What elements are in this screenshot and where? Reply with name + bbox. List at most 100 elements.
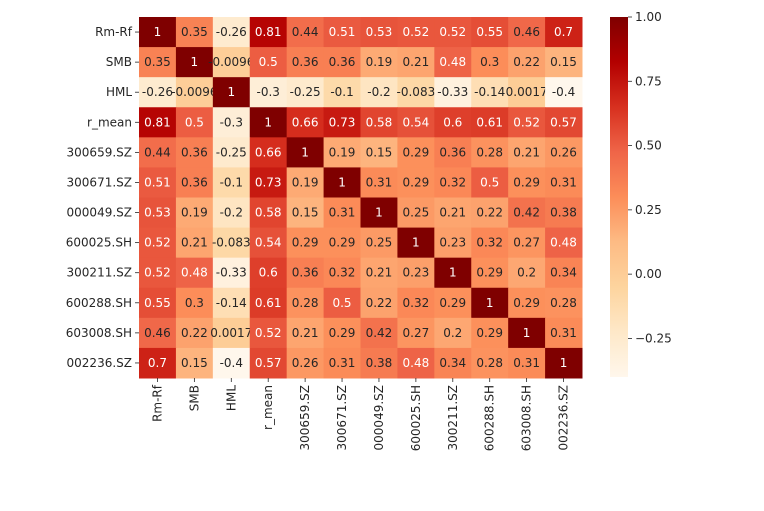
heatmap-cell <box>397 287 435 319</box>
heatmap-cell <box>397 197 435 229</box>
colorbar-gradient <box>610 17 628 377</box>
cell-value-label: 1 <box>154 25 162 39</box>
cell-value-label: 0.7 <box>148 356 167 370</box>
heatmap-cell <box>249 347 288 379</box>
heatmap-cell <box>175 227 214 259</box>
heatmap-cell <box>508 317 546 349</box>
y-tick-label: Rm-Rf <box>95 25 133 39</box>
cell-value-label: 0.48 <box>403 356 430 370</box>
cell-value-label: 0.5 <box>332 296 351 310</box>
heatmap-cell <box>249 77 288 108</box>
heatmap-cell <box>508 347 546 379</box>
heatmap-cell <box>286 227 325 259</box>
cell-value-label: 0.46 <box>513 25 540 39</box>
colorbar-tick-label: 0.00 <box>635 267 662 281</box>
heatmap-cell <box>508 167 546 198</box>
heatmap-cell <box>249 107 288 138</box>
cell-value-label: 0.61 <box>255 296 282 310</box>
cell-value-label: 0.36 <box>439 145 466 159</box>
cell-value-label: 0.54 <box>255 236 282 250</box>
cell-value-label: 0.52 <box>403 25 430 39</box>
cell-value-label: 0.58 <box>255 206 282 220</box>
cell-value-label: 0.53 <box>366 25 393 39</box>
colorbar-tick-label: 0.75 <box>635 74 662 88</box>
cell-value-label: -0.14 <box>474 85 505 99</box>
cell-value-label: -0.26 <box>216 25 247 39</box>
cell-value-label: 1 <box>449 266 457 280</box>
cell-value-label: -0.26 <box>142 85 173 99</box>
cell-value-label: 0.42 <box>513 206 540 220</box>
heatmap-cell <box>360 347 398 379</box>
y-tick-label: 600288.SH <box>66 296 132 310</box>
heatmap-cell <box>212 317 251 349</box>
cell-value-label: 0.29 <box>403 175 430 189</box>
heatmap-cell <box>249 137 288 168</box>
heatmap-cell <box>139 197 177 229</box>
y-tick-label: 002236.SZ <box>67 356 132 370</box>
colorbar-tick-label: 0.50 <box>635 139 662 153</box>
heatmap-cell <box>249 47 288 78</box>
y-tick-label: HML <box>106 85 132 99</box>
heatmap-cell <box>286 137 325 168</box>
heatmap-cell <box>508 287 546 319</box>
heatmap-cell <box>286 17 325 48</box>
y-tick-label: 300659.SZ <box>67 145 132 159</box>
heatmap-cell <box>397 167 435 198</box>
cell-value-label: 0.55 <box>476 25 503 39</box>
cell-value-label: -0.0096 <box>208 55 254 69</box>
cell-value-label: 0.29 <box>476 326 503 340</box>
cell-value-label: 0.29 <box>476 266 503 280</box>
heatmap-cell <box>286 107 325 138</box>
heatmap-cell <box>139 257 177 289</box>
heatmap-cell <box>286 347 325 379</box>
heatmap-cell <box>139 107 177 138</box>
heatmap-cell <box>323 167 361 198</box>
heatmap-cell <box>508 137 546 168</box>
cell-value-label: 0.73 <box>255 175 282 189</box>
heatmap-cell <box>139 17 177 48</box>
heatmap-cell <box>434 47 472 78</box>
y-tick-label: SMB <box>106 55 132 69</box>
heatmap-cell <box>471 77 509 108</box>
heatmap-cell <box>139 47 177 78</box>
cell-value-label: 0.27 <box>403 326 430 340</box>
heatmap-cell <box>212 47 251 78</box>
cell-value-label: 0.44 <box>292 25 319 39</box>
heatmap-cell <box>397 47 435 78</box>
x-tick-label: 300671.SZ <box>335 385 349 450</box>
cell-value-label: 0.51 <box>329 25 356 39</box>
cell-value-label: 0.38 <box>550 206 577 220</box>
cell-value-label: 0.15 <box>550 55 577 69</box>
heatmap-cell <box>508 227 546 259</box>
heatmap-cell <box>360 197 398 229</box>
cell-value-label: 0.5 <box>259 55 278 69</box>
heatmap-cell <box>434 17 472 48</box>
cell-value-label: -0.2 <box>220 206 243 220</box>
heatmap-cell <box>545 287 583 319</box>
heatmap-cell <box>434 257 472 289</box>
x-tick-label: 600025.SH <box>409 385 423 451</box>
heatmap-cell <box>212 17 251 48</box>
heatmap-cell <box>471 347 509 379</box>
cell-value-label: 0.7 <box>554 25 573 39</box>
heatmap-cell <box>139 77 177 108</box>
heatmap-cell <box>286 287 325 319</box>
cell-value-label: 0.81 <box>144 115 171 129</box>
heatmap-cell <box>360 317 398 349</box>
y-tick-label: 300211.SZ <box>67 266 132 280</box>
cell-value-label: 0.19 <box>292 175 319 189</box>
heatmap-cell <box>139 317 177 349</box>
cell-value-label: 1 <box>486 296 494 310</box>
cell-value-label: -0.3 <box>256 85 279 99</box>
cell-value-label: 0.23 <box>403 266 430 280</box>
cell-value-label: 0.29 <box>513 296 540 310</box>
cell-value-label: 0.36 <box>292 55 319 69</box>
cell-value-label: 0.58 <box>366 115 393 129</box>
cell-value-label: 0.21 <box>513 145 540 159</box>
heatmap-cell <box>323 227 361 259</box>
cell-value-label: 0.34 <box>439 356 466 370</box>
heatmap-cell <box>212 137 251 168</box>
cell-value-label: -0.083 <box>212 236 251 250</box>
x-tick-label: r_mean <box>261 385 275 430</box>
